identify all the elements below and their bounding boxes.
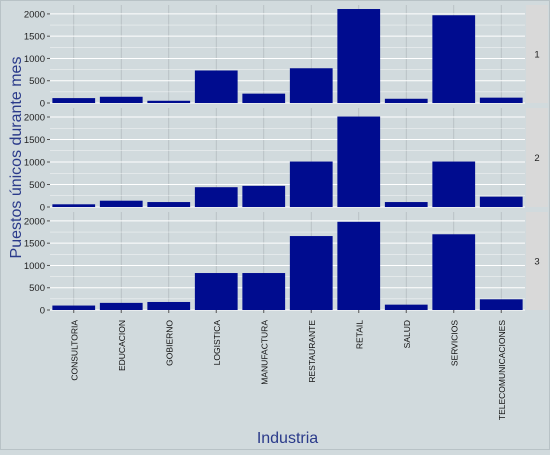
bar: [99, 302, 143, 310]
x-tick-label: GOBIERNO: [164, 320, 174, 366]
bar: [479, 196, 523, 207]
bar: [289, 161, 333, 207]
y-tick-label: 1500: [24, 239, 45, 250]
bar: [52, 305, 96, 310]
bar: [147, 202, 191, 207]
x-tick-label: SALUD: [402, 320, 412, 348]
bar: [99, 200, 143, 207]
bar: [384, 202, 428, 207]
bar: [432, 15, 476, 104]
facet-strip: [526, 108, 548, 207]
bar: [432, 161, 476, 207]
bar: [432, 234, 476, 310]
bar: [99, 96, 143, 103]
x-tick-label: RESTAURANTE: [307, 320, 317, 383]
x-tick-label: EDUCACION: [117, 320, 127, 371]
y-tick-label: 2000: [24, 216, 45, 227]
y-tick-label: 1000: [24, 158, 45, 169]
bar: [337, 221, 381, 310]
bar: [147, 301, 191, 310]
x-tick-label: TELECOMUNICACIONES: [497, 320, 507, 420]
y-tick-label: 0: [40, 99, 45, 110]
y-tick-label: 2000: [24, 9, 45, 20]
bar: [147, 100, 191, 103]
bar: [52, 98, 96, 103]
x-tick-label: RETAIL: [354, 320, 364, 349]
y-tick-label: 1000: [24, 54, 45, 65]
y-tick-label: 500: [29, 283, 45, 294]
bar: [384, 98, 428, 103]
bar: [479, 97, 523, 103]
x-tick-label: MANUFACTURA: [259, 320, 269, 385]
bar: [479, 299, 523, 310]
y-tick-label: 500: [29, 180, 45, 191]
bar: [289, 68, 333, 103]
facet-strip-label: 1: [534, 50, 539, 61]
bar: [384, 304, 428, 310]
bar: [337, 9, 381, 103]
y-tick-label: 0: [40, 203, 45, 214]
bar: [194, 187, 238, 207]
y-tick-label: 500: [29, 76, 45, 87]
y-tick-label: 2000: [24, 113, 45, 124]
bar: [242, 93, 286, 103]
bar: [194, 273, 238, 310]
bar: [52, 204, 96, 207]
y-tick-label: 1500: [24, 32, 45, 43]
y-tick-label: 0: [40, 306, 45, 317]
y-tick-label: 1500: [24, 135, 45, 146]
x-tick-label: SERVICIOS: [449, 320, 459, 366]
facet-strip-label: 3: [534, 257, 539, 268]
x-tick-label: LOGISTICA: [212, 320, 222, 366]
bar: [242, 185, 286, 207]
bar: [194, 70, 238, 103]
bar: [289, 236, 333, 310]
facet-strip-label: 2: [534, 153, 539, 164]
facet-strip: [526, 212, 548, 310]
y-tick-label: 1000: [24, 261, 45, 272]
x-axis-title: Industria: [257, 430, 318, 447]
y-axis-title: Puestos únicos durante mes: [8, 57, 25, 259]
x-tick-label: CONSULTORIA: [69, 320, 79, 381]
bar: [242, 273, 286, 310]
bar: [337, 116, 381, 207]
facet-strip: [526, 5, 548, 103]
